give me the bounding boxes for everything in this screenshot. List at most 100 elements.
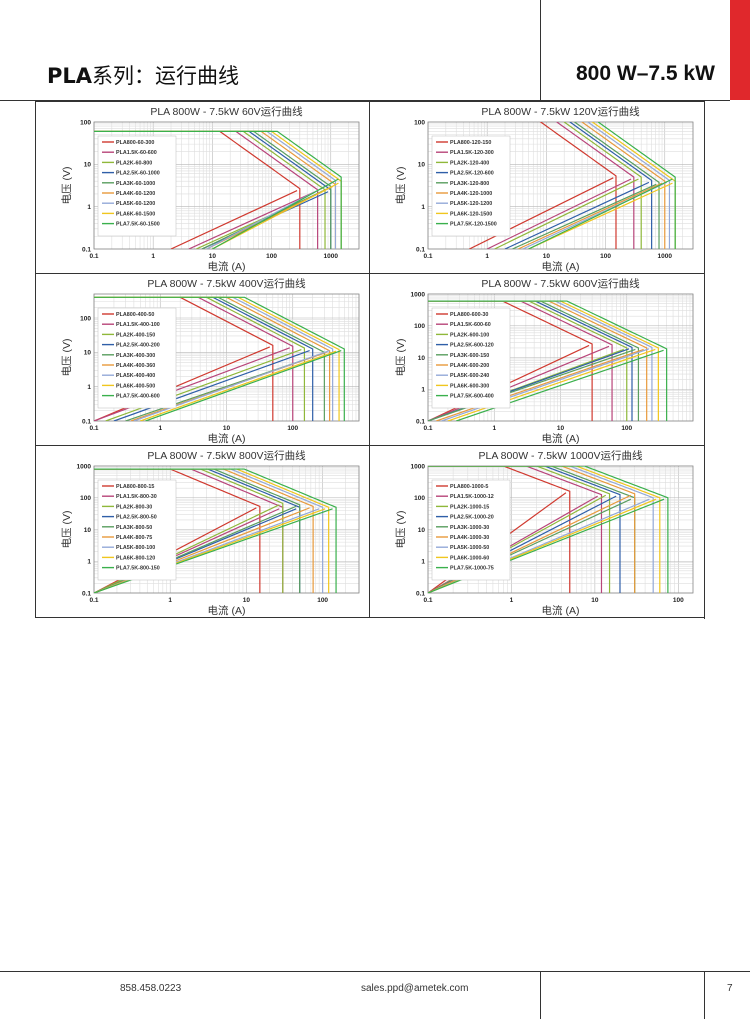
series-line	[573, 122, 660, 249]
x-axis-label: 电流 (A)	[208, 604, 246, 617]
legend-entry: PLA7.5K-1000-75	[450, 566, 494, 572]
series-ramp	[428, 345, 610, 421]
series-ramp	[188, 191, 316, 249]
x-tick-label: 100	[621, 425, 632, 432]
legend-entry: PLA800-120-150	[450, 140, 491, 146]
series-line	[94, 296, 345, 421]
y-tick-label: 100	[80, 495, 91, 502]
y-tick-label: 1000	[77, 463, 92, 470]
y-tick-label: 0.1	[416, 246, 425, 253]
legend-entry: PLA6K-120-1500	[450, 211, 492, 217]
legend-entry: PLA7.5K-800-150	[116, 566, 160, 572]
legend-entry: PLA2.5K-120-600	[450, 171, 494, 177]
series-line	[563, 122, 642, 249]
legend-entry: PLA4K-1000-30	[450, 535, 489, 541]
legend: PLA800-400-50 PLA1.5K-400-100 PLA2K-400-15…	[97, 307, 177, 409]
legend-entry: PLA7.5K-60-1500	[116, 222, 160, 228]
legend-entry: PLA6K-400-500	[116, 383, 155, 389]
x-axis-label: 电流 (A)	[208, 432, 246, 445]
legend-entry: PLA2K-120-400	[450, 160, 489, 166]
chart-800v: PLA 800W - 7.5kW 800V运行曲线 0.1 1 10 100 0.1 1 10…	[60, 449, 360, 617]
series-line	[94, 468, 284, 593]
series-ramp	[94, 347, 290, 421]
series-line	[597, 122, 676, 249]
y-tick-label: 1	[421, 387, 425, 394]
page-title: PLA系列：运行曲线	[47, 60, 239, 90]
header-divider-left	[540, 0, 541, 100]
x-tick-label: 0.1	[89, 253, 98, 260]
legend-entry: PLA6K-1000-60	[450, 555, 489, 561]
series-line	[94, 130, 332, 249]
series-ramp	[113, 350, 310, 421]
legend-entry: PLA3K-800-50	[116, 525, 152, 531]
series-ramp	[140, 350, 337, 421]
x-tick-label: 10	[209, 253, 217, 260]
y-tick-label: 0.1	[416, 590, 425, 597]
series-line	[94, 296, 274, 421]
y-tick-label: 1	[87, 559, 91, 566]
series-line	[428, 466, 611, 593]
legend-entry: PLA4K-400-360	[116, 363, 155, 369]
series-line	[94, 130, 319, 249]
legend-entry: PLA2K-1000-15	[450, 504, 489, 510]
plot-frame	[427, 293, 694, 422]
series-line	[94, 468, 261, 593]
legend-entry: PLA1.5K-60-600	[116, 150, 157, 156]
legend-entry: PLA6K-800-120	[116, 555, 155, 561]
y-tick-label: 1000	[411, 291, 426, 298]
y-tick-label: 100	[414, 323, 425, 330]
y-axis-label: 电压 (V)	[394, 339, 407, 377]
chart-title: PLA 800W - 7.5kW 60V运行曲线	[150, 105, 303, 118]
legend-entry: PLA1.5K-600-60	[450, 322, 491, 328]
footer-email: sales.ppd@ametek.com	[361, 983, 469, 994]
legend-entry: PLA3K-600-150	[450, 353, 489, 359]
legend-entry: PLA800-600-30	[450, 312, 488, 318]
series-ramp	[170, 190, 298, 249]
series-line	[94, 468, 284, 593]
y-axis-label: 电压 (V)	[394, 511, 407, 549]
legend-entry: PLA800-60-300	[116, 140, 154, 146]
footer-phone: 858.458.0223	[120, 983, 182, 994]
chart-1000v: PLA 800W - 7.5kW 1000V运行曲线 0.1 1 10 100 0.1 1 1…	[394, 449, 694, 617]
legend: PLA800-120-150 PLA1.5K-120-300 PLA2K-120-4…	[431, 135, 511, 237]
legend: PLA800-1000-5 PLA1.5K-1000-12 PLA2K-1000-1…	[431, 479, 511, 581]
red-corner-tab	[730, 0, 750, 100]
series-line	[591, 122, 676, 249]
series-line	[94, 468, 337, 593]
series-ramp	[456, 349, 664, 421]
y-tick-label: 1	[87, 384, 91, 391]
y-tick-label: 100	[80, 315, 91, 322]
series-line	[94, 296, 325, 421]
series-ramp	[436, 348, 644, 421]
page-title-series: PLA	[47, 64, 93, 88]
series-line	[428, 466, 669, 593]
curves	[428, 300, 668, 421]
x-tick-label: 100	[673, 597, 684, 604]
series-ramp	[512, 183, 657, 249]
legend-entry: PLA6K-60-1500	[116, 211, 155, 217]
legend-entry: PLA2.5K-1000-20	[450, 515, 494, 521]
y-tick-label: 1	[421, 204, 425, 211]
series-line	[428, 300, 593, 421]
legend-entry: PLA3K-60-1000	[116, 181, 155, 187]
legend-entry: PLA1.5K-120-300	[450, 150, 494, 156]
chart-title: PLA 800W - 7.5kW 600V运行曲线	[481, 277, 640, 290]
legend-entry: PLA4K-120-1000	[450, 191, 492, 197]
y-axis-label: 电压 (V)	[60, 167, 73, 205]
legend-entry: PLA5K-800-100	[116, 545, 155, 551]
legend-entry: PLA7.5K-120-1500	[450, 222, 497, 228]
series-line	[94, 296, 314, 421]
series-line	[586, 122, 671, 249]
chart-title: PLA 800W - 7.5kW 120V运行曲线	[481, 105, 640, 118]
series-ramp	[441, 348, 650, 421]
legend: PLA800-60-300 PLA1.5K-60-600 PLA2K-60-800 P…	[97, 135, 177, 237]
x-tick-label: 0.1	[89, 597, 98, 604]
legend: PLA800-600-30 PLA1.5K-600-60 PLA2K-600-100…	[431, 307, 511, 409]
y-tick-label: 0.1	[82, 590, 91, 597]
legend-entry: PLA1.5K-400-100	[116, 322, 160, 328]
y-tick-label: 0.1	[82, 418, 91, 425]
footer-rule	[0, 971, 750, 972]
curves	[94, 130, 342, 249]
chart-panel-1000v: PLA 800W - 7.5kW 1000V运行曲线 0.1 1 10 100 0.1 1 1…	[369, 445, 705, 618]
series-line	[580, 122, 666, 249]
